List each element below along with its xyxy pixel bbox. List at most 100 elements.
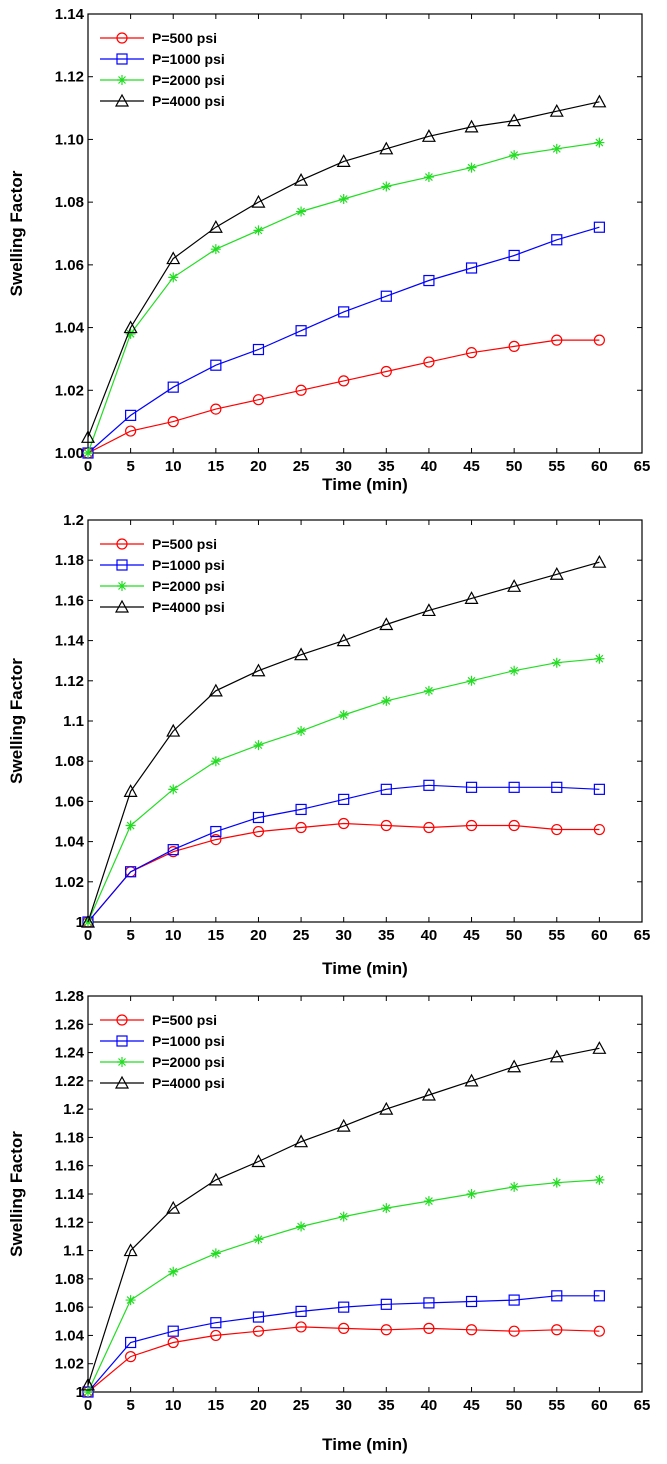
legend-label: P=4000 psi xyxy=(152,1075,225,1091)
x-tick-label: 35 xyxy=(378,927,395,944)
x-tick-label: 10 xyxy=(165,1397,182,1414)
data-point xyxy=(593,1325,605,1337)
series-line xyxy=(87,142,600,454)
data-point xyxy=(593,334,605,346)
data-point xyxy=(551,1324,563,1336)
data-point xyxy=(507,113,522,127)
data-point xyxy=(465,781,478,793)
data-point xyxy=(380,1324,392,1336)
series-4 xyxy=(80,554,607,928)
y-tick-label: 1.18 xyxy=(55,1129,84,1146)
data-point xyxy=(421,129,436,142)
data-point xyxy=(466,675,477,686)
series-line xyxy=(87,339,600,454)
x-tick-label: 60 xyxy=(591,458,608,475)
data-point xyxy=(594,137,605,148)
y-tick-label: 1.08 xyxy=(55,753,84,770)
data-point xyxy=(251,1154,266,1168)
data-point xyxy=(423,356,435,368)
y-axis-label: Swelling Factor xyxy=(7,658,26,784)
legend-label: P=1000 psi xyxy=(152,1033,225,1049)
legend-marker xyxy=(114,1075,130,1089)
x-tick-label: 35 xyxy=(378,458,395,475)
data-point xyxy=(166,723,181,737)
x-axis-label: Time (min) xyxy=(322,475,408,494)
y-tick-label: 1.08 xyxy=(55,194,84,211)
data-point xyxy=(338,709,349,720)
data-point xyxy=(253,225,264,236)
data-point xyxy=(83,1387,93,1397)
legend: P=500 psi P=1000 psi P=2000 psi P=4000 psi xyxy=(100,536,225,615)
data-point xyxy=(123,320,138,334)
x-tick-label: 5 xyxy=(126,1397,134,1414)
x-tick-label: 50 xyxy=(506,458,523,475)
y-tick-label: 1.04 xyxy=(55,1327,85,1344)
y-tick-label: 1.26 xyxy=(55,1016,84,1033)
y-tick-label: 1.12 xyxy=(55,673,84,690)
data-point xyxy=(295,384,307,396)
data-point xyxy=(210,1329,222,1342)
data-point xyxy=(210,833,222,846)
data-point xyxy=(423,821,435,834)
data-point xyxy=(295,821,307,834)
series-line xyxy=(87,1295,600,1393)
data-point xyxy=(379,1101,394,1115)
data-point xyxy=(509,150,520,161)
y-tick-label: 1.06 xyxy=(55,257,84,274)
data-point xyxy=(252,394,265,406)
y-tick-label: 1.10 xyxy=(55,131,84,148)
x-tick-label: 60 xyxy=(591,927,608,944)
x-tick-label: 35 xyxy=(378,1397,395,1414)
legend-label: P=500 psi xyxy=(152,1012,217,1028)
data-point xyxy=(381,695,392,706)
data-point xyxy=(594,1174,605,1185)
x-tick-label: 65 xyxy=(634,458,651,475)
series-3 xyxy=(83,653,605,927)
data-point xyxy=(464,1073,479,1087)
x-tick-label: 15 xyxy=(208,1397,225,1414)
data-point xyxy=(465,1295,478,1308)
data-point xyxy=(295,1321,307,1333)
y-tick-label: 1.08 xyxy=(55,1271,84,1288)
data-point xyxy=(125,866,137,878)
data-point xyxy=(253,740,264,751)
data-point xyxy=(423,274,435,287)
y-tick-label: 1.24 xyxy=(55,1045,85,1062)
x-tick-label: 0 xyxy=(84,1397,92,1414)
y-tick-label: 1.1 xyxy=(63,1243,84,1260)
legend-marker xyxy=(117,75,127,85)
data-point xyxy=(252,1311,265,1323)
data-point xyxy=(167,381,179,393)
data-point xyxy=(592,94,607,108)
data-point xyxy=(551,657,562,668)
data-point xyxy=(508,1325,520,1337)
x-tick-label: 10 xyxy=(165,458,182,475)
plot-area xyxy=(87,13,643,454)
data-point xyxy=(295,1305,307,1317)
data-point xyxy=(551,781,563,793)
x-tick-label: 20 xyxy=(250,1397,267,1414)
data-point xyxy=(551,1290,563,1302)
legend-marker xyxy=(117,581,127,591)
x-tick-label: 15 xyxy=(208,458,225,475)
legend-marker xyxy=(117,1057,127,1067)
data-point xyxy=(338,306,350,318)
data-point xyxy=(507,1059,522,1073)
legend-label: P=2000 psi xyxy=(152,1054,225,1070)
data-point xyxy=(210,1317,222,1329)
data-point xyxy=(421,603,436,617)
y-tick-label: 1.22 xyxy=(55,1073,84,1090)
y-tick-label: 1.28 xyxy=(55,988,84,1005)
data-point xyxy=(423,172,434,183)
data-point xyxy=(208,219,223,233)
data-point xyxy=(208,683,223,697)
data-point xyxy=(167,1325,179,1337)
data-point xyxy=(210,359,222,371)
data-point xyxy=(251,194,266,208)
data-point xyxy=(423,1322,435,1334)
legend-label: P=4000 psi xyxy=(152,93,225,109)
x-tick-label: 5 xyxy=(126,458,134,475)
data-point xyxy=(294,1134,309,1148)
x-tick-label: 65 xyxy=(634,1397,651,1414)
y-tick-label: 1.06 xyxy=(55,1299,84,1316)
